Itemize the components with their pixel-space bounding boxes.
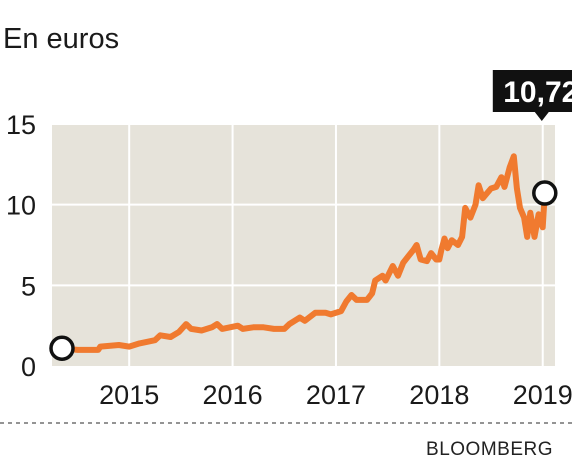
y-tick-label: 0 bbox=[21, 352, 36, 382]
callout-box bbox=[492, 70, 572, 121]
start-point-marker bbox=[49, 335, 75, 362]
x-tick-label: 2016 bbox=[203, 380, 263, 410]
y-tick-label: 10 bbox=[6, 191, 36, 221]
y-tick-label: 15 bbox=[6, 110, 36, 140]
latest-value-callout: 10,72 bbox=[492, 70, 572, 121]
x-tick-label: 2015 bbox=[99, 380, 159, 410]
plot-background bbox=[52, 124, 555, 366]
y-tick-label: 5 bbox=[21, 271, 36, 301]
source-credit: BLOOMBERG bbox=[426, 439, 553, 460]
callout-label: 10,72 bbox=[503, 76, 572, 109]
grid-lines bbox=[52, 123, 555, 366]
x-axis-ticks: 2015 2016 2017 2018 2019 bbox=[99, 380, 572, 410]
end-point-marker bbox=[532, 180, 558, 206]
y-axis-ticks: 0 5 10 15 bbox=[6, 110, 36, 382]
series-line bbox=[59, 153, 548, 353]
x-tick-label: 2017 bbox=[306, 380, 366, 410]
x-tick-label: 2018 bbox=[409, 380, 469, 410]
x-tick-label: 2019 bbox=[513, 380, 572, 410]
chart-subtitle: En euros bbox=[3, 23, 119, 55]
